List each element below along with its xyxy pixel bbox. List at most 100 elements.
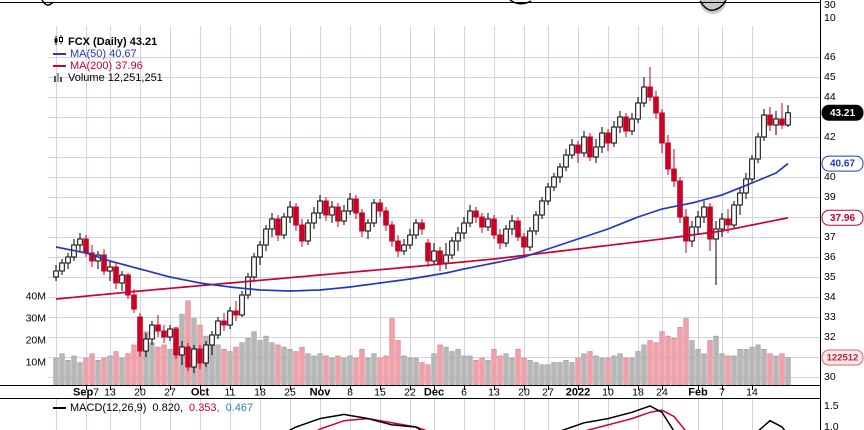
x-axis-label: Nov — [310, 387, 332, 399]
candle-body — [605, 132, 611, 144]
volume-bar — [395, 340, 401, 385]
candle-body — [233, 310, 239, 316]
volume-bar — [425, 364, 431, 385]
volume-bar — [185, 300, 191, 385]
candle-body — [413, 222, 419, 236]
candle-body — [377, 202, 383, 212]
candle-body — [515, 220, 521, 238]
candle-body — [683, 216, 689, 242]
volume-bar — [71, 355, 77, 385]
upper-panel-curve — [41, 0, 54, 6]
candle-body — [719, 218, 725, 230]
volume-bar — [335, 355, 341, 385]
volume-bar — [521, 357, 527, 385]
x-axis-label: 11 — [225, 387, 236, 399]
candle-body — [341, 210, 347, 222]
candle-body — [617, 116, 623, 128]
macd-legend: MACD(12,26,9) 0.820, 0.353, 0.467 — [53, 402, 253, 414]
chart-legend: FCX (Daily) 43.21 MA(50) 40.67 MA(200) 3… — [53, 35, 163, 85]
candle-body — [551, 176, 557, 188]
candle-body — [149, 324, 155, 340]
candle-body — [527, 230, 533, 248]
price-axis-label: 45 — [824, 71, 836, 83]
volume-bar — [269, 342, 275, 385]
x-axis-label: 15 — [374, 387, 386, 399]
volume-bar — [575, 357, 581, 385]
volume-bar — [515, 349, 521, 385]
volume-bar — [545, 364, 551, 385]
volume-bars-icon — [53, 72, 64, 85]
x-axis-label: Dec — [424, 387, 444, 399]
candle-body — [113, 266, 119, 284]
volume-bar — [287, 349, 293, 385]
volume-bar — [161, 344, 167, 385]
candle-body — [107, 266, 113, 272]
volume-bar — [215, 344, 221, 385]
candle-body — [557, 166, 563, 178]
candle-body — [167, 328, 173, 338]
volume-bar — [743, 349, 749, 385]
candle-body — [599, 132, 605, 148]
volume-bar — [275, 344, 281, 385]
x-axis-label: 7 — [719, 387, 725, 399]
candle-body — [761, 114, 767, 138]
volume-bar — [719, 353, 725, 385]
candle-body — [431, 250, 437, 262]
legend-volume-label: Volume 12,251,251 — [68, 72, 163, 84]
volume-bar — [581, 353, 587, 385]
candle-body — [299, 224, 305, 242]
candle-body — [569, 144, 575, 156]
x-axis-label: Sep7 — [73, 387, 99, 399]
candle-body — [659, 112, 665, 144]
candle-body — [83, 238, 89, 254]
candle-body — [89, 252, 95, 262]
volume-bar — [311, 355, 317, 385]
candle-body — [239, 294, 245, 316]
svg-text:37.96: 37.96 — [830, 213, 855, 224]
candle-body — [767, 114, 773, 126]
volume-bar — [383, 355, 389, 385]
svg-text:122512: 122512 — [827, 353, 859, 364]
candle-body — [779, 118, 785, 126]
candle-body — [485, 218, 491, 228]
candle-body — [329, 206, 335, 216]
x-axis-label: 24 — [656, 387, 668, 399]
price-axis-label: 34 — [824, 291, 836, 303]
upper-panel-curve — [509, 0, 532, 5]
volume-bar — [143, 331, 149, 385]
svg-text:40.67: 40.67 — [830, 159, 855, 170]
volume-bar — [653, 342, 659, 385]
volume-bar — [635, 351, 641, 385]
volume-bar — [437, 344, 443, 385]
candle-body — [77, 238, 83, 246]
volume-bar — [779, 353, 785, 385]
candle-body — [131, 294, 137, 310]
volume-bar — [167, 349, 173, 385]
macd-title: MACD(12,26,9) — [70, 402, 147, 414]
x-axis-label: 8 — [347, 387, 353, 399]
x-axis-label: 6 — [461, 387, 467, 399]
candle-body — [269, 218, 275, 230]
last-price-badge: 43.21 — [821, 104, 864, 121]
price-axis: 46 45 44 42 40 39 37 36 35 34 33 32 30 40M 30M 20M 10M 30… — [26, 0, 864, 430]
volume-bar — [689, 340, 695, 385]
volume-bar — [509, 357, 515, 385]
macd-value: 0.820, — [152, 402, 184, 414]
legend-symbol-label: FCX (Daily) 43.21 — [68, 36, 158, 48]
volume-bar — [467, 355, 473, 385]
candle-body — [197, 348, 203, 364]
volume-bar — [359, 349, 365, 385]
x-axis-label: 27 — [542, 387, 554, 399]
legend-ma200-row: MA(200) 37.96 — [53, 60, 163, 72]
volume-bar — [413, 357, 419, 385]
macd-curves — [288, 405, 786, 430]
x-axis-label: 18 — [632, 387, 644, 399]
candle-body — [755, 136, 761, 160]
candle-body — [215, 320, 221, 336]
x-axis-label: 18 — [254, 387, 266, 399]
legend-symbol-row: FCX (Daily) 43.21 — [53, 35, 163, 48]
volume-bar — [455, 349, 461, 385]
candle-body — [737, 192, 743, 206]
macd-axis-label: 1.0 — [824, 421, 839, 430]
